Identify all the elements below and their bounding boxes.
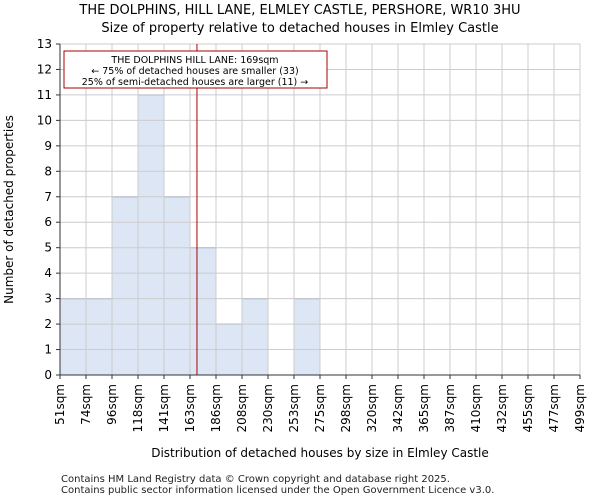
- y-tick-label: 13: [37, 37, 52, 51]
- histogram-bar: [111, 196, 139, 376]
- y-tick-label: 7: [44, 190, 52, 204]
- y-tick-label: 6: [44, 215, 52, 229]
- y-tick-label: 0: [44, 368, 52, 382]
- y-tick-label: 2: [44, 317, 52, 331]
- x-tick-label: 74sqm: [79, 384, 93, 425]
- x-tick-label: 432sqm: [495, 384, 509, 432]
- y-tick-label: 11: [37, 88, 52, 102]
- y-tick-label: 3: [44, 292, 52, 306]
- chart-subtitle: Size of property relative to detached ho…: [101, 21, 499, 36]
- x-axis-label: Distribution of detached houses by size …: [151, 446, 489, 460]
- annotation-line-1: THE DOLPHINS HILL LANE: 169sqm: [110, 55, 278, 66]
- chart-title-address: THE DOLPHINS, HILL LANE, ELMLEY CASTLE, …: [79, 3, 521, 18]
- annotation-rect: [63, 50, 328, 89]
- x-tick-label: 230sqm: [261, 384, 275, 432]
- histogram-bar: [163, 196, 191, 376]
- x-tick-label: 477sqm: [547, 384, 561, 432]
- footer-copyright: Contains HM Land Registry data © Crown c…: [61, 474, 450, 485]
- x-tick-label: 499sqm: [573, 384, 587, 432]
- x-tick-label: 298sqm: [339, 384, 353, 432]
- y-tick-label: 10: [37, 113, 52, 127]
- y-tick-label: 1: [44, 343, 52, 357]
- annotation-line-2: ← 75% of detached houses are smaller (33…: [91, 66, 298, 77]
- x-tick-label: 253sqm: [287, 384, 301, 432]
- footer-licence: Contains public sector information licen…: [61, 485, 495, 496]
- x-tick-label: 275sqm: [313, 384, 327, 432]
- x-tick-label: 365sqm: [417, 384, 431, 432]
- x-tick-label: 96sqm: [105, 384, 119, 425]
- histogram-bar: [137, 94, 165, 376]
- histogram-bar: [189, 247, 217, 376]
- x-tick-label: 455sqm: [521, 384, 535, 432]
- x-tick-label: 320sqm: [365, 384, 379, 432]
- x-tick-label: 410sqm: [469, 384, 483, 432]
- y-tick-label: 9: [44, 139, 52, 153]
- y-tick-label: 4: [44, 266, 52, 280]
- x-tick-label: 186sqm: [209, 384, 223, 432]
- x-tick-label: 51sqm: [53, 384, 67, 425]
- x-tick-label: 208sqm: [235, 384, 249, 432]
- histogram-bar: [293, 298, 321, 376]
- histogram-bar: [59, 298, 87, 376]
- x-tick-label: 342sqm: [391, 384, 405, 432]
- x-tick-label: 387sqm: [443, 384, 457, 432]
- x-tick-label: 118sqm: [131, 384, 145, 432]
- x-tick-label: 163sqm: [183, 384, 197, 432]
- bars-group: [59, 94, 321, 376]
- annotation-box: THE DOLPHINS HILL LANE: 169sqm ← 75% of …: [63, 50, 328, 89]
- x-tick-label: 141sqm: [157, 384, 171, 432]
- y-axis-label: Number of detached properties: [2, 115, 16, 304]
- histogram-bar: [241, 298, 269, 376]
- histogram-bar: [85, 298, 113, 376]
- annotation-line-3: 25% of semi-detached houses are larger (…: [82, 77, 309, 88]
- y-tick-label: 8: [44, 164, 52, 178]
- y-tick-label: 12: [37, 62, 52, 76]
- y-tick-label: 5: [44, 241, 52, 255]
